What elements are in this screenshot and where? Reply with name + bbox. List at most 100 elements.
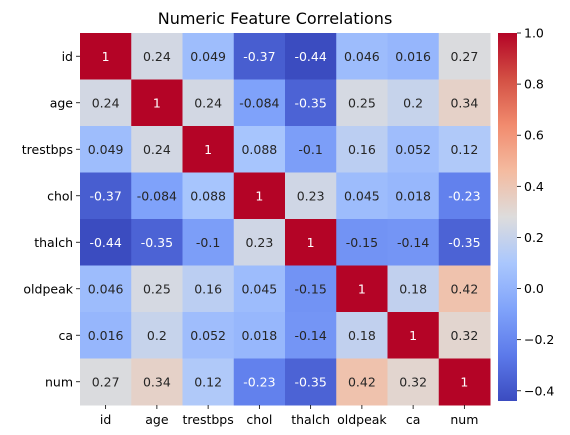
cell-value-label: 0.24 <box>143 142 171 157</box>
colorbar-tick-label: −0.4 <box>524 383 554 398</box>
heatmap-cell <box>182 126 235 173</box>
heatmap-cell <box>336 172 388 220</box>
heatmap-cell <box>80 265 132 313</box>
y-tick-label: oldpeak <box>23 281 73 296</box>
cell-value-label: 0.046 <box>88 281 124 296</box>
cell-value-label: 1 <box>204 142 212 157</box>
heatmap-cell <box>336 312 388 359</box>
heatmap-cell <box>438 358 491 406</box>
y-tick-label: chol <box>47 188 73 203</box>
x-tick-label: chol <box>246 412 272 427</box>
heatmap-cell <box>182 265 235 313</box>
heatmap-cell <box>233 172 286 220</box>
cell-value-label: 1 <box>153 95 161 110</box>
heatmap-cell <box>387 312 440 359</box>
heatmap-cell <box>336 219 388 266</box>
colorbar-tick-label: 0.2 <box>524 230 544 245</box>
heatmap-cell <box>233 312 286 359</box>
y-tick-label: thalch <box>34 235 73 250</box>
y-tick-label: trestbps <box>22 142 73 157</box>
cell-value-label: 0.045 <box>344 188 380 203</box>
cell-value-label: 0.42 <box>348 374 376 389</box>
cell-value-label: 0.046 <box>344 49 380 64</box>
cell-value-label: 0.16 <box>194 281 222 296</box>
x-tick-label: ca <box>406 412 421 427</box>
heatmap-cell <box>233 219 286 266</box>
colorbar-tick-label: 0.4 <box>524 179 544 194</box>
cell-value-label: 1 <box>460 374 468 389</box>
x-tick-label: thalch <box>291 412 330 427</box>
x-tick-label: trestbps <box>182 412 233 427</box>
heatmap-cell <box>387 265 440 313</box>
heatmap-cell <box>387 172 440 220</box>
heatmap-cell <box>182 312 235 359</box>
heatmap-cell <box>233 33 286 80</box>
x-tick-label: oldpeak <box>337 412 387 427</box>
cell-value-label: 0.18 <box>348 328 376 343</box>
x-tick-label: num <box>450 412 478 427</box>
cell-value-label: -0.1 <box>196 235 220 250</box>
heatmap-cell <box>438 79 491 127</box>
colorbar-tick-label: −0.2 <box>524 332 554 347</box>
heatmap-cell <box>336 358 388 406</box>
chart-title: Numeric Feature Correlations <box>158 9 393 28</box>
cell-value-label: -0.35 <box>294 374 326 389</box>
heatmap-cell <box>438 219 491 266</box>
heatmap-cell <box>387 219 440 266</box>
heatmap-cell <box>438 33 491 80</box>
x-tick-label: id <box>100 412 111 427</box>
cell-value-label: 0.42 <box>450 281 478 296</box>
cell-value-label: 0.2 <box>147 328 167 343</box>
cell-value-label: -0.35 <box>448 235 480 250</box>
heatmap-cell <box>336 126 388 173</box>
cell-value-label: 0.049 <box>88 142 124 157</box>
cell-value-label: -0.14 <box>294 328 326 343</box>
cell-value-label: 0.25 <box>143 281 171 296</box>
heatmap-cell <box>387 33 440 80</box>
cell-value-label: 0.32 <box>450 328 478 343</box>
y-tick-label: ca <box>58 328 73 343</box>
cell-value-label: 0.32 <box>399 374 427 389</box>
heatmap-cell <box>336 33 388 80</box>
cell-value-label: 0.16 <box>348 142 376 157</box>
cell-value-label: -0.35 <box>141 235 173 250</box>
y-tick-label: id <box>62 49 73 64</box>
cell-value-label: 0.045 <box>241 281 277 296</box>
heatmap-cell <box>182 33 235 80</box>
colorbar-tick-label: 0.8 <box>524 77 544 92</box>
cell-value-label: 0.27 <box>450 49 478 64</box>
heatmap-cell <box>182 358 235 406</box>
cell-value-label: 1 <box>255 188 263 203</box>
cell-value-label: -0.15 <box>346 235 378 250</box>
heatmap-cell <box>233 265 286 313</box>
heatmap-cell <box>233 126 286 173</box>
cell-value-label: 0.088 <box>241 142 277 157</box>
cell-value-label: 1 <box>307 235 315 250</box>
cell-value-label: -0.44 <box>89 235 121 250</box>
heatmap-cell <box>438 265 491 313</box>
heatmap-cell <box>131 219 183 266</box>
cell-value-label: -0.35 <box>294 95 326 110</box>
cell-value-label: 0.24 <box>92 95 120 110</box>
heatmap-cell <box>131 358 183 406</box>
heatmap-cell <box>336 265 388 313</box>
heatmap-cell <box>131 79 183 127</box>
cell-value-label: -0.14 <box>397 235 429 250</box>
heatmap-cell <box>285 172 337 220</box>
heatmap-cell <box>131 33 183 80</box>
heatmap-cell <box>80 219 132 266</box>
heatmap-cell <box>233 358 286 406</box>
cell-value-label: -0.1 <box>298 142 322 157</box>
heatmap-cell <box>438 172 491 220</box>
y-axis-tick-labels: id age trestbps chol thalch oldpeak ca num <box>22 49 80 389</box>
colorbar: −0.4 −0.2 0.0 0.2 0.4 0.6 0.8 1.0 <box>498 26 554 401</box>
cell-value-label: 0.23 <box>245 235 273 250</box>
cell-value-label: 0.018 <box>395 188 431 203</box>
heatmap-cell <box>182 79 235 127</box>
heatmap-cell <box>80 172 132 220</box>
heatmap-cells <box>80 33 491 406</box>
colorbar-tick-label: 1.0 <box>524 26 544 41</box>
cell-value-label: 0.2 <box>403 95 423 110</box>
cell-value-label: 1 <box>102 49 110 64</box>
